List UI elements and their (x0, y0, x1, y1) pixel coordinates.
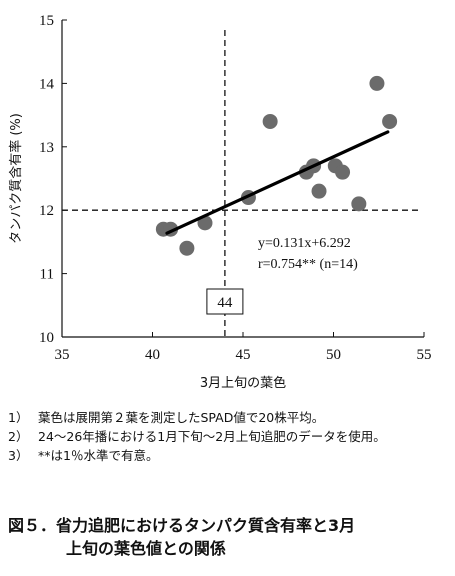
tick-labels: 10 11 12 13 14 15 35 40 45 50 55 (39, 13, 432, 363)
caption-label: 図５． (8, 516, 57, 535)
data-point (335, 164, 351, 180)
caption-line-2: 上旬の葉色値との関係 (66, 539, 226, 558)
figure-caption: 図５．省力追肥におけるタンパク質含有率と3月 上旬の葉色値との関係 (8, 514, 448, 560)
scatter-chart: 10 11 12 13 14 15 35 40 45 50 55 44 y=0.131x+6.292… (8, 13, 432, 391)
y-tick-label: 11 (40, 267, 54, 283)
footnote-number: 1） (8, 410, 29, 425)
threshold-box (206, 288, 244, 315)
y-tick-label: 14 (39, 76, 55, 92)
x-tick-label: 35 (55, 347, 70, 363)
regression-equation: y=0.131x+6.292 (258, 236, 351, 251)
data-point (382, 113, 398, 129)
data-points (155, 75, 398, 256)
data-point (262, 113, 278, 129)
y-axis-label: タンパク質含有率 (%) (8, 113, 24, 244)
footnote-3: 3） **は1％水準で有意。 (8, 446, 448, 465)
y-tick-label: 10 (39, 330, 54, 346)
data-point (179, 240, 195, 256)
caption-line-1: 省力追肥におけるタンパク質含有率と3月 (56, 516, 356, 535)
data-point (369, 75, 385, 91)
regression (165, 130, 390, 235)
threshold-label: 44 (217, 295, 233, 311)
footnote-text: 24〜26年播における1月下旬〜2月上旬追肥のデータを使用。 (38, 429, 386, 444)
x-axis-label: 3月上旬の葉色 (200, 375, 286, 391)
footnote-text: **は1％水準で有意。 (38, 448, 159, 463)
footnote-number: 2） (8, 429, 29, 444)
axes (61, 19, 425, 338)
footnotes: 1） 葉色は展開第２葉を測定したSPAD値で20株平均。 2） 24〜26年播に… (8, 408, 448, 465)
footnote-1: 1） 葉色は展開第２葉を測定したSPAD値で20株平均。 (8, 408, 448, 427)
regression-stats: r=0.754** (n=14) (258, 257, 358, 272)
data-point (351, 196, 367, 212)
regression-line (165, 130, 390, 235)
y-tick-label: 15 (39, 13, 54, 29)
x-tick-label: 45 (236, 347, 251, 363)
data-point (311, 183, 327, 199)
y-tick-label: 13 (39, 140, 54, 156)
y-tick-label: 12 (39, 203, 54, 219)
x-tick-label: 40 (145, 347, 160, 363)
footnote-number: 3） (8, 448, 29, 463)
reference-lines (62, 30, 420, 337)
x-tick-label: 50 (326, 347, 341, 363)
footnote-text: 葉色は展開第２葉を測定したSPAD値で20株平均。 (38, 410, 325, 425)
annotations: 44 y=0.131x+6.292 r=0.754** (n=14) (206, 236, 358, 315)
x-tick-label: 55 (417, 347, 432, 363)
footnote-2: 2） 24〜26年播における1月下旬〜2月上旬追肥のデータを使用。 (8, 427, 448, 446)
